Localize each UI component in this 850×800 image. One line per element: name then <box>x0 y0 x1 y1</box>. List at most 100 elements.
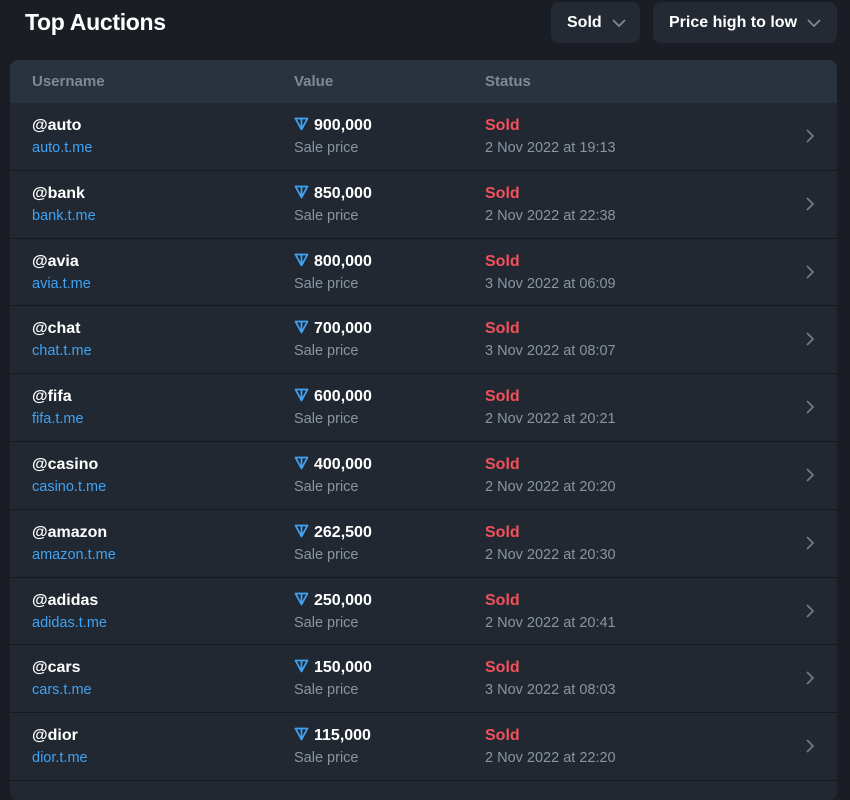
table-row[interactable]: @chat chat.t.me 700,000 Sale price Sold … <box>10 306 837 375</box>
username-link[interactable]: fifa.t.me <box>32 411 84 428</box>
column-value: Value <box>294 73 334 90</box>
ton-icon <box>294 727 309 741</box>
ton-icon <box>294 524 309 538</box>
value: 800,000 <box>294 253 372 271</box>
username: @auto <box>32 117 82 134</box>
ton-icon <box>294 117 309 131</box>
status-date: 2 Nov 2022 at 20:30 <box>485 546 616 563</box>
username-link[interactable]: bank.t.me <box>32 207 96 224</box>
username-link[interactable]: amazon.t.me <box>32 546 116 563</box>
value-amount: 700,000 <box>314 320 372 338</box>
ton-icon <box>294 659 309 673</box>
chevron-right-icon[interactable] <box>805 603 815 619</box>
value: 150,000 <box>294 659 372 677</box>
value: 115,000 <box>294 727 371 745</box>
value: 900,000 <box>294 117 372 135</box>
value-label: Sale price <box>294 275 359 292</box>
value-amount: 900,000 <box>314 117 372 134</box>
value-label: Sale price <box>294 614 359 631</box>
ton-icon <box>294 388 309 402</box>
status-badge: Sold <box>485 252 520 270</box>
username: @fifa <box>32 388 72 406</box>
chevron-right-icon[interactable] <box>805 264 815 280</box>
table-row[interactable]: @avia avia.t.me 800,000 Sale price Sold … <box>10 239 837 307</box>
username: @avia <box>32 252 79 270</box>
value-label: Sale price <box>294 343 359 360</box>
username: @bank <box>32 184 85 202</box>
chevron-down-icon <box>612 18 626 27</box>
table-row[interactable]: @fifa fifa.t.me 600,000 Sale price Sold … <box>10 374 837 442</box>
value-amount: 850,000 <box>314 184 372 202</box>
status-badge: Sold <box>485 117 520 134</box>
username: @amazon <box>32 523 108 541</box>
ton-icon <box>294 592 309 605</box>
username: @chat <box>32 320 81 338</box>
page-title: Top Auctions <box>25 9 166 35</box>
value: 250,000 <box>294 592 372 610</box>
status-date: 3 Nov 2022 at 08:03 <box>485 682 616 699</box>
username-link[interactable]: chat.t.me <box>32 343 92 360</box>
username: @dior <box>32 727 78 745</box>
value-amount: 600,000 <box>314 388 372 406</box>
chevron-right-icon[interactable] <box>805 535 815 551</box>
status-badge: Sold <box>485 388 520 406</box>
value-label: Sale price <box>294 411 359 428</box>
status-badge: Sold <box>485 455 520 473</box>
value: 400,000 <box>294 456 372 474</box>
table-row[interactable]: @amazon amazon.t.me 262,500 Sale price S… <box>10 510 837 578</box>
table-row[interactable]: @bank bank.t.me 850,000 Sale price Sold … <box>10 171 837 239</box>
username-link[interactable]: adidas.t.me <box>32 614 107 631</box>
status-date: 2 Nov 2022 at 22:20 <box>485 750 616 767</box>
status-date: 2 Nov 2022 at 19:13 <box>485 140 616 156</box>
username-link[interactable]: auto.t.me <box>32 140 93 156</box>
status-date: 3 Nov 2022 at 08:07 <box>485 343 616 360</box>
username-link[interactable]: casino.t.me <box>32 478 107 495</box>
value-amount: 150,000 <box>314 659 372 677</box>
chevron-right-icon[interactable] <box>805 670 815 686</box>
value-label: Sale price <box>294 546 359 563</box>
chevron-right-icon[interactable] <box>805 128 815 144</box>
value-amount: 800,000 <box>314 252 372 270</box>
chevron-right-icon[interactable] <box>805 467 815 483</box>
status-badge: Sold <box>485 727 520 745</box>
ton-icon <box>294 185 309 199</box>
value: 700,000 <box>294 320 372 338</box>
status-badge: Sold <box>485 320 520 338</box>
value-amount: 115,000 <box>314 727 371 745</box>
username-link[interactable]: avia.t.me <box>32 275 91 292</box>
value-label: Sale price <box>294 682 359 699</box>
status-filter-label: Sold <box>567 13 602 31</box>
status-date: 2 Nov 2022 at 20:41 <box>485 614 616 631</box>
chevron-right-icon[interactable] <box>805 196 815 212</box>
column-username: Username <box>32 73 105 90</box>
chevron-down-icon <box>807 18 821 27</box>
sort-label: Price high to low <box>669 13 798 31</box>
table-row[interactable]: @casino casino.t.me 400,000 Sale price S… <box>10 442 837 510</box>
username: @adidas <box>32 591 99 609</box>
table-row[interactable]: @dior dior.t.me 115,000 Sale price Sold … <box>10 713 837 781</box>
status-badge: Sold <box>485 523 520 541</box>
status-date: 2 Nov 2022 at 22:38 <box>485 207 616 224</box>
username-link[interactable]: dior.t.me <box>32 750 88 767</box>
sort-dropdown[interactable]: Price high to low <box>653 2 837 43</box>
auctions-table: Username Value Status @auto auto.t.me 90… <box>10 60 837 800</box>
ton-icon <box>294 320 309 334</box>
status-filter-dropdown[interactable]: Sold <box>551 2 640 43</box>
column-status: Status <box>485 73 531 90</box>
status-date: 3 Nov 2022 at 06:09 <box>485 275 616 292</box>
table-row[interactable]: @auto auto.t.me 900,000 Sale price Sold … <box>10 103 837 171</box>
table-row[interactable]: @adidas adidas.t.me 250,000 Sale price S… <box>10 578 837 646</box>
status-badge: Sold <box>485 591 520 609</box>
username-link[interactable]: cars.t.me <box>32 682 92 699</box>
status-date: 2 Nov 2022 at 20:20 <box>485 478 616 495</box>
table-row[interactable]: @cars cars.t.me 150,000 Sale price Sold … <box>10 645 837 714</box>
chevron-right-icon[interactable] <box>805 738 815 754</box>
value: 262,500 <box>294 524 372 542</box>
chevron-right-icon[interactable] <box>805 331 815 347</box>
status-badge: Sold <box>485 659 520 677</box>
value-amount: 250,000 <box>314 591 372 609</box>
chevron-right-icon[interactable] <box>805 399 815 415</box>
status-date: 2 Nov 2022 at 20:21 <box>485 411 616 428</box>
value: 850,000 <box>294 185 372 203</box>
value-label: Sale price <box>294 207 359 224</box>
